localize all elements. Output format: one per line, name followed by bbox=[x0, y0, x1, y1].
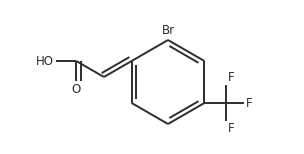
Text: F: F bbox=[246, 97, 253, 109]
Text: HO: HO bbox=[36, 55, 54, 67]
Text: F: F bbox=[228, 71, 235, 84]
Text: Br: Br bbox=[161, 24, 174, 37]
Text: F: F bbox=[228, 122, 235, 135]
Text: O: O bbox=[71, 83, 81, 96]
